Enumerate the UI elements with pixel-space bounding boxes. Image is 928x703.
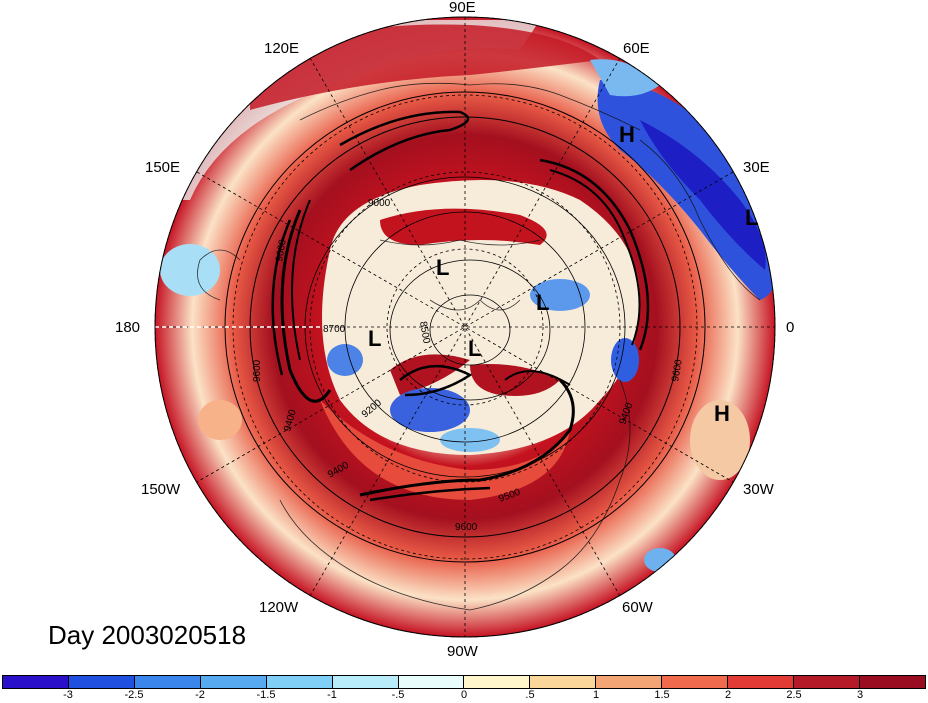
longitude-label: 60W — [622, 599, 653, 616]
high-pressure-marker: H — [619, 122, 635, 147]
colorbar-tick-label: 2 — [724, 689, 732, 701]
colorbar-box — [596, 676, 663, 688]
shaded-anomaly-field — [155, 17, 775, 637]
colorbar-tick-label: 1.5 — [654, 689, 670, 701]
contour-label: 8500 — [417, 321, 432, 345]
longitude-label: 90W — [447, 643, 478, 660]
colorbar-tick-label: 1 — [592, 689, 600, 701]
longitude-label: 120W — [259, 599, 299, 616]
longitude-label: 30W — [743, 481, 774, 498]
colorbar-tick-label: 2.5 — [786, 689, 802, 701]
colorbar-tick-label: -3 — [63, 689, 73, 701]
colorbar-box — [3, 676, 69, 688]
colorbar-tick-label: -2.5 — [124, 689, 144, 701]
longitude-label: 150W — [141, 481, 181, 498]
contour-label: 8700 — [323, 324, 346, 335]
longitude-label: 180 — [115, 319, 141, 336]
colorbar-tick-label: -1.5 — [256, 689, 276, 701]
colorbar-box — [398, 676, 465, 688]
colorbar-box — [266, 676, 333, 688]
colorbar-box — [859, 676, 925, 688]
colorbar-tick-label: 0 — [460, 689, 468, 701]
contour-label: 9600 — [455, 522, 478, 533]
map-title: Day 2003020518 — [48, 620, 247, 650]
high-pressure-marker: H — [714, 401, 730, 426]
colorbar-box — [728, 676, 795, 688]
colorbar-box — [134, 676, 201, 688]
low-pressure-marker: L — [436, 255, 449, 280]
colorbar-box — [200, 676, 267, 688]
longitude-label: 0 — [786, 319, 795, 336]
colorbar-box — [332, 676, 399, 688]
contour-label: 9600 — [274, 238, 289, 262]
longitude-label: 30E — [743, 159, 770, 176]
coastlines — [197, 82, 761, 611]
colorbar-tick-label: -.5 — [391, 689, 405, 701]
low-pressure-marker: L — [745, 205, 758, 230]
colorbar — [2, 675, 926, 689]
longitude-label: 120E — [264, 40, 300, 57]
colorbar-box — [464, 676, 531, 688]
pressure-center-markers: H L L L L L H — [368, 122, 758, 426]
colorbar-box — [530, 676, 597, 688]
colorbar-box — [794, 676, 860, 688]
longitude-label: 60E — [623, 40, 650, 57]
contour-label: 9600 — [670, 358, 685, 382]
colorbar-tick-label: -1 — [327, 689, 337, 701]
contour-label: 9000 — [368, 198, 391, 209]
map-border — [154, 16, 776, 638]
contour-label: 9600 — [252, 359, 263, 382]
polar-stereographic-map: 9000 9600 8700 8500 9200 9400 9500 9600 … — [154, 16, 776, 638]
colorbar-box — [662, 676, 729, 688]
longitude-label: 90E — [449, 0, 476, 16]
low-pressure-marker: L — [368, 326, 381, 351]
colorbar-box — [68, 676, 135, 688]
low-pressure-marker: L — [536, 290, 549, 315]
colorbar-tick-label: 3 — [856, 689, 864, 701]
longitude-label: 150E — [145, 159, 181, 176]
colorbar-tick-label: -2 — [195, 689, 205, 701]
low-pressure-marker: L — [468, 336, 481, 361]
colorbar-tick-label: .5 — [525, 689, 535, 701]
colorbar-tick-labels: -3 -2.5 -2 -1.5 -1 -.5 0 .5 1 1.5 2 2.5 3 — [0, 689, 928, 703]
